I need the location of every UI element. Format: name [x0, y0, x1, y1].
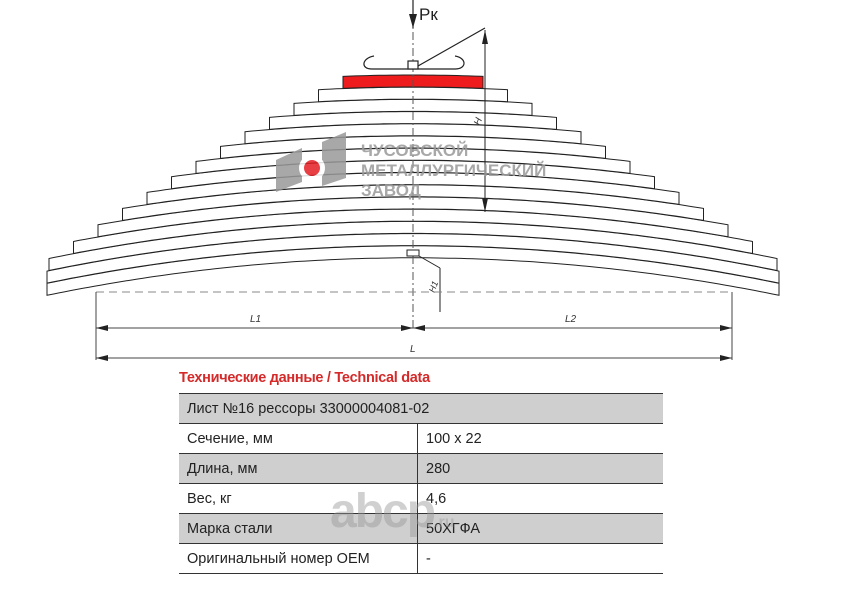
l1-label: L1	[250, 314, 261, 325]
company-logo: ЧУСОВСКОЙ МЕТАЛЛУРГИЧЕСКИЙ ЗАВОД	[276, 132, 546, 200]
leaf-spring-drawing: Рк H H1 L1 L2 L ЧУСОВСКОЙ МЕТАЛЛУРГИЧЕСК…	[46, 0, 780, 361]
logo-red-dot	[304, 160, 320, 176]
table-row: Вес, кг 4,6	[179, 483, 663, 514]
height-label: H	[472, 116, 485, 127]
table-header-row: Лист №16 рессоры 33000004081-02	[179, 393, 663, 424]
l2-label: L2	[565, 314, 577, 325]
svg-text:ЧУСОВСКОЙ: ЧУСОВСКОЙ	[361, 141, 468, 160]
specs-table: Лист №16 рессоры 33000004081-02 Сечение,…	[179, 393, 663, 574]
table-row: Марка стали 50ХГФА	[179, 513, 663, 544]
svg-text:МЕТАЛЛУРГИЧЕСКИЙ: МЕТАЛЛУРГИЧЕСКИЙ	[361, 161, 546, 180]
l-label: L	[410, 344, 416, 355]
svg-text:ЗАВОД: ЗАВОД	[361, 181, 421, 200]
table-row: Длина, мм 280	[179, 453, 663, 484]
specs-title: Технические данные / Technical data	[179, 370, 430, 386]
table-row: Сечение, мм 100 x 22	[179, 423, 663, 454]
table-row: Оригинальный номер OEM -	[179, 543, 663, 574]
clamp	[363, 27, 486, 70]
force-label: Рк	[419, 5, 438, 24]
watermark: abcp.ru	[330, 485, 455, 538]
height1-label: H1	[427, 280, 440, 294]
